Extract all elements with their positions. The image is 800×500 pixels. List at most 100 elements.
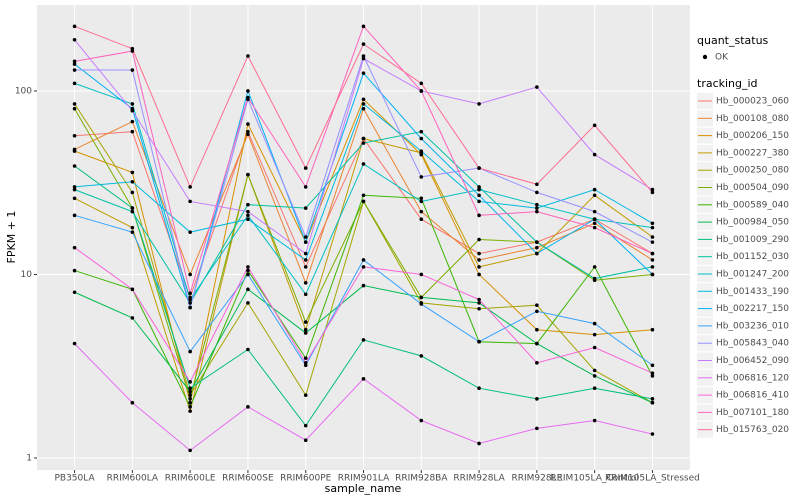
- data-point: [361, 136, 366, 141]
- x-axis-title: sample_name: [325, 482, 402, 495]
- data-point: [72, 341, 77, 346]
- data-point: [130, 230, 135, 234]
- data-point: [130, 316, 135, 320]
- data-point: [130, 400, 135, 405]
- data-point: [592, 418, 597, 423]
- data-point: [592, 123, 597, 128]
- legend-label: Hb_000504_090: [716, 183, 789, 193]
- data-point: [477, 213, 481, 218]
- data-point: [535, 209, 539, 214]
- data-point: [72, 133, 77, 138]
- data-point: [361, 265, 366, 269]
- data-point: [361, 338, 366, 342]
- data-point: [246, 272, 250, 277]
- data-point: [303, 423, 308, 428]
- x-tick-label: RRIM600SE: [222, 474, 274, 484]
- data-point: [361, 377, 366, 381]
- data-point: [477, 193, 481, 198]
- data-point: [535, 303, 539, 308]
- data-point: [130, 170, 135, 175]
- data-point: [130, 68, 135, 72]
- data-point: [535, 206, 539, 210]
- data-point: [188, 230, 192, 234]
- data-point: [130, 206, 135, 210]
- y-axis-title: FPKM + 1: [5, 211, 18, 264]
- data-point: [188, 185, 192, 189]
- data-point: [535, 341, 539, 346]
- data-point: [361, 56, 366, 61]
- legend-label: Hb_007101_180: [716, 408, 789, 418]
- data-point: [535, 397, 539, 401]
- data-point: [592, 225, 597, 230]
- data-point: [303, 206, 308, 210]
- data-point: [188, 386, 192, 391]
- data-point: [535, 190, 539, 195]
- data-point: [592, 152, 597, 157]
- data-point: [535, 182, 539, 187]
- data-point: [72, 106, 77, 111]
- data-point: [477, 306, 481, 311]
- data-point: [419, 354, 424, 358]
- data-point: [650, 272, 655, 277]
- legend-label: Hb_000108_080: [716, 114, 789, 124]
- data-point: [361, 162, 366, 166]
- data-point: [246, 287, 250, 292]
- y-tick-label: 1: [26, 453, 32, 463]
- data-point: [650, 432, 655, 436]
- data-point: [477, 265, 481, 269]
- data-point: [419, 272, 424, 277]
- data-point: [188, 389, 192, 394]
- legend-label: Hb_006816_410: [716, 391, 789, 401]
- data-point: [650, 225, 655, 230]
- legend-label: Hb_015763_020: [716, 425, 789, 435]
- data-point: [361, 141, 366, 145]
- data-point: [303, 185, 308, 189]
- data-point: [592, 187, 597, 192]
- x-tick-label: RRIM105LA_Stressed: [605, 474, 700, 484]
- data-point: [188, 297, 192, 302]
- data-point: [650, 363, 655, 368]
- data-point: [188, 291, 192, 296]
- data-point: [361, 283, 366, 288]
- data-point: [419, 418, 424, 423]
- legend-label: Hb_000250_080: [716, 166, 789, 176]
- data-point: [130, 119, 135, 124]
- legend-title: quant_status: [697, 34, 769, 47]
- data-point: [130, 190, 135, 195]
- data-point: [650, 400, 655, 405]
- data-point: [535, 426, 539, 431]
- data-point: [303, 235, 308, 239]
- data-point: [246, 213, 250, 218]
- data-point: [130, 179, 135, 184]
- data-point: [592, 209, 597, 214]
- data-point: [477, 251, 481, 256]
- legend-label: Hb_001247_200: [716, 270, 789, 280]
- x-tick-label: RRIM928BA: [395, 474, 448, 484]
- data-point: [303, 356, 308, 360]
- data-point: [477, 102, 481, 106]
- data-point: [650, 240, 655, 244]
- data-point: [361, 97, 366, 102]
- data-point: [535, 85, 539, 89]
- data-point: [188, 301, 192, 305]
- data-point: [72, 290, 77, 295]
- data-point: [303, 438, 308, 442]
- data-point: [72, 24, 77, 29]
- data-point: [361, 102, 366, 106]
- data-point: [72, 187, 77, 192]
- data-point: [246, 129, 250, 134]
- data-point: [72, 164, 77, 168]
- data-point: [535, 202, 539, 207]
- data-point: [592, 332, 597, 337]
- data-point: [535, 240, 539, 244]
- data-point: [130, 108, 135, 113]
- data-point: [650, 258, 655, 262]
- data-point: [361, 24, 366, 29]
- data-point: [72, 102, 77, 106]
- data-point: [130, 225, 135, 230]
- x-tick-label: RRIM600LA: [107, 474, 159, 484]
- data-point: [477, 237, 481, 242]
- x-tick-label: RRIM901LA: [338, 474, 390, 484]
- x-tick-label: PB350LA: [54, 474, 95, 484]
- data-point: [188, 305, 192, 310]
